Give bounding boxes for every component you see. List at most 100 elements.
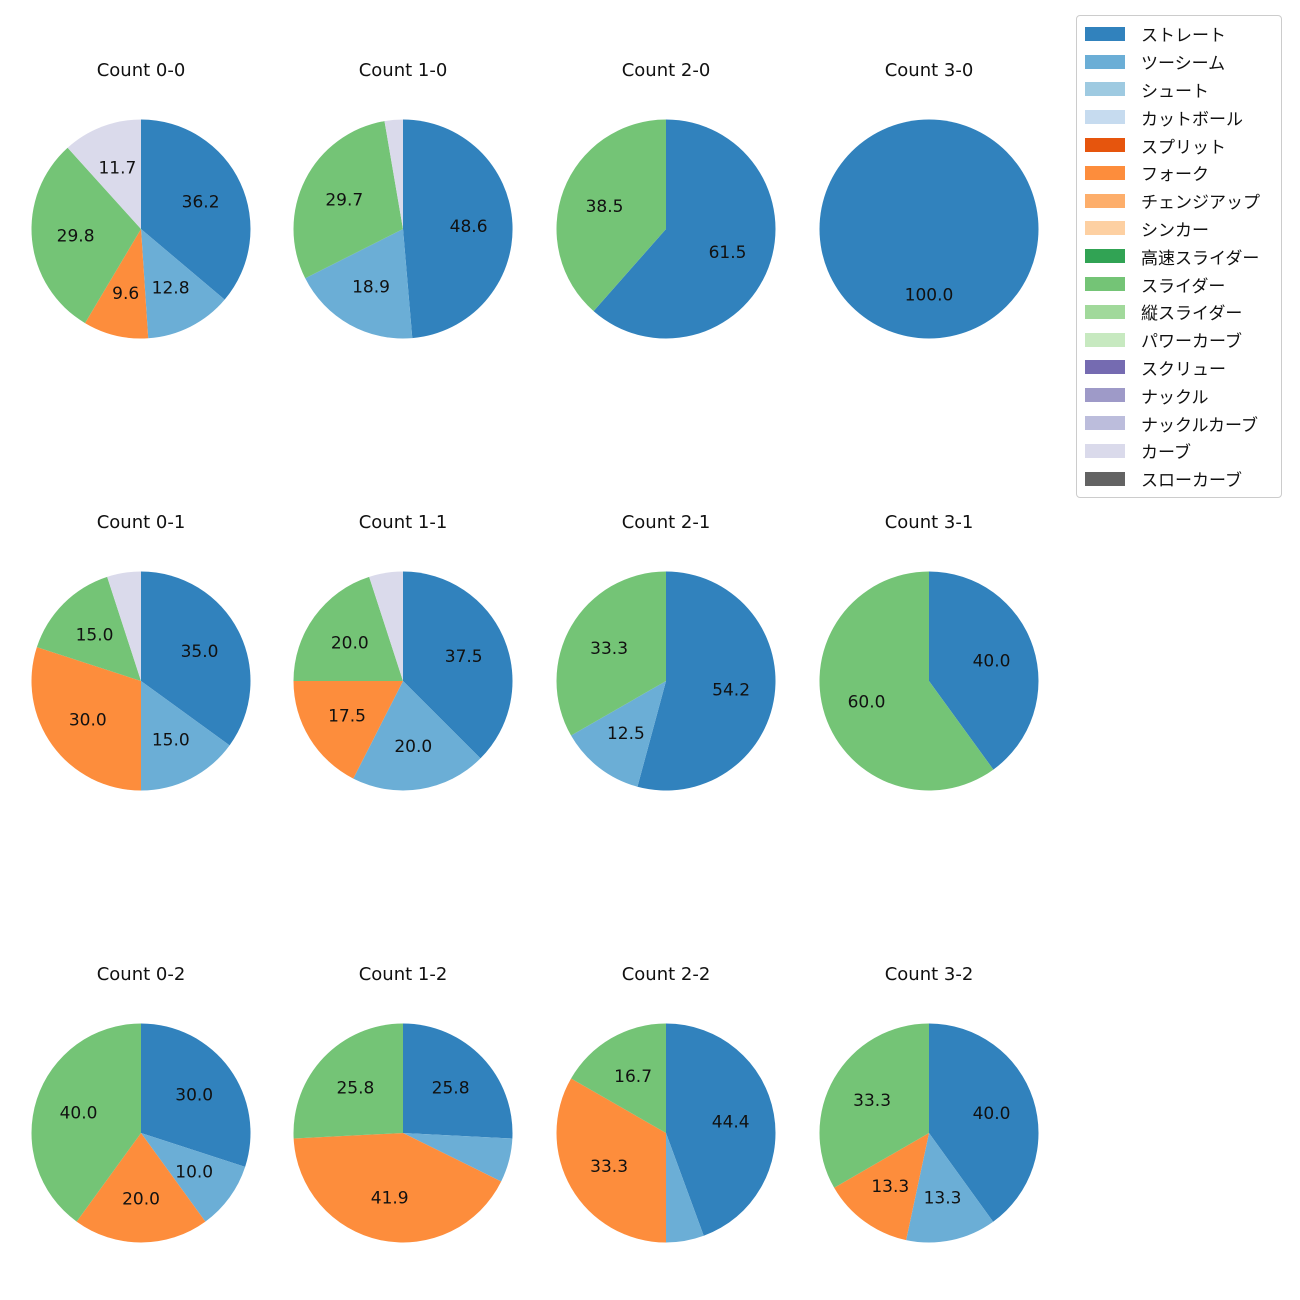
legend-swatch: [1085, 165, 1125, 180]
legend-swatch: [1085, 304, 1125, 319]
legend-item: スクリュー: [1077, 354, 1281, 382]
pie-slice: [141, 1133, 246, 1222]
pie-slice: [403, 1133, 513, 1182]
slice-label: 36.2: [182, 192, 220, 212]
legend-item: ナックル: [1077, 381, 1281, 409]
legend-swatch: [1085, 471, 1125, 486]
legend-label: シュート: [1141, 81, 1209, 102]
legend-swatch: [1085, 360, 1125, 375]
pie-title: Count 2-1: [622, 512, 711, 533]
slice-label: 40.0: [973, 1104, 1011, 1124]
slice-label: 25.8: [336, 1079, 374, 1099]
legend-item: パワーカーブ: [1077, 326, 1281, 354]
slice-label: 15.0: [152, 731, 190, 751]
pie-slice: [834, 1133, 929, 1241]
pie-slice: [819, 1023, 929, 1188]
legend-swatch: [1085, 277, 1125, 292]
pie-2: Count 1-0 48.6 18.9 29.7: [293, 60, 513, 339]
legend-label: 縦スライダー: [1141, 304, 1243, 325]
slice-label: 38.5: [586, 197, 624, 217]
slice-label: 20.0: [394, 737, 432, 757]
legend-label: チェンジアップ: [1141, 193, 1260, 214]
legend-item: フォーク: [1077, 159, 1281, 187]
legend-item: スライダー: [1077, 270, 1281, 298]
pie-11: Count 2-2 44.4 33.3 16.7: [556, 964, 776, 1243]
pie-3: Count 2-0 61.5 38.5: [556, 60, 776, 339]
pie-4: Count 3-0 100.0: [819, 60, 1039, 339]
slice-label: 54.2: [712, 681, 750, 701]
slice-label: 12.5: [607, 724, 645, 744]
slice-label: 37.5: [445, 647, 483, 667]
pie-slice: [593, 119, 776, 339]
pie-slice: [76, 1133, 206, 1243]
pie-slice: [403, 571, 513, 759]
slice-label: 35.0: [181, 642, 219, 662]
legend-item: カットボール: [1077, 103, 1281, 131]
legend-item: 高速スライダー: [1077, 242, 1281, 270]
slice-label: 13.3: [924, 1188, 962, 1208]
slice-label: 40.0: [973, 652, 1011, 672]
slice-label: 100.0: [905, 286, 954, 306]
pie-title: Count 0-1: [97, 512, 186, 533]
legend-label: フォーク: [1141, 165, 1209, 186]
pie-slice: [369, 571, 403, 681]
slice-label: 13.3: [871, 1177, 909, 1197]
pie-slice: [31, 647, 142, 791]
pie-slice: [36, 576, 141, 681]
legend-label: スプリット: [1141, 137, 1226, 158]
legend-swatch: [1085, 416, 1125, 431]
legend-item: チェンジアップ: [1077, 187, 1281, 215]
legend-swatch: [1085, 388, 1125, 403]
legend-label: カットボール: [1141, 109, 1243, 130]
legend-label: スライダー: [1141, 276, 1226, 297]
slice-label: 33.3: [590, 639, 628, 659]
legend: ストレートツーシームシュートカットボール スプリットフォークチェンジアップ シンカー…: [1076, 15, 1282, 498]
legend-swatch: [1085, 138, 1125, 153]
legend-item: ストレート: [1077, 20, 1281, 48]
pie-slice: [819, 571, 994, 791]
pie-slice: [31, 147, 141, 324]
pie-slice: [293, 1023, 403, 1139]
legend-swatch: [1085, 221, 1125, 236]
slice-label: 15.0: [76, 626, 114, 646]
pie-title: Count 2-2: [622, 964, 711, 985]
legend-swatch: [1085, 443, 1125, 458]
slice-label: 29.8: [57, 227, 95, 247]
legend-swatch: [1085, 110, 1125, 125]
pie-title: Count 3-2: [885, 964, 974, 985]
slice-label: 48.6: [450, 217, 488, 237]
legend-item: 縦スライダー: [1077, 298, 1281, 326]
slice-label: 20.0: [331, 633, 369, 653]
legend-item: シンカー: [1077, 215, 1281, 243]
pie-12: Count 3-2 40.0 13.3 13.3 33.3: [819, 964, 1039, 1243]
pie-slice: [85, 229, 149, 339]
legend-item: シュート: [1077, 76, 1281, 104]
legend-swatch: [1085, 54, 1125, 69]
pie-slice: [353, 681, 481, 791]
pie-slice: [556, 1078, 666, 1243]
pie-slice: [403, 119, 513, 339]
pie-slice: [571, 1023, 666, 1133]
pie-slice: [666, 1023, 776, 1236]
pie-title: Count 2-0: [622, 60, 711, 81]
pie-slice: [293, 1133, 502, 1243]
pie-slice: [293, 681, 403, 779]
slice-label: 60.0: [848, 692, 886, 712]
slice-label: 30.0: [175, 1085, 213, 1105]
legend-label: ツーシーム: [1141, 54, 1226, 75]
pie-slice: [906, 1133, 994, 1243]
legend-item: カーブ: [1077, 437, 1281, 465]
pie-slice: [384, 119, 403, 229]
legend-label: スクリュー: [1141, 359, 1226, 380]
pie-slice: [305, 229, 413, 339]
slice-label: 17.5: [328, 706, 366, 726]
slice-label: 41.9: [371, 1188, 409, 1208]
legend-label: カーブ: [1141, 443, 1191, 464]
pie-slice: [141, 571, 251, 746]
pie-slice: [571, 681, 666, 787]
legend-label: ナックルカーブ: [1141, 415, 1258, 436]
pie-title: Count 0-0: [97, 60, 186, 81]
pie-title: Count 1-1: [359, 512, 448, 533]
slice-label: 29.7: [325, 190, 363, 210]
legend-swatch: [1085, 82, 1125, 97]
